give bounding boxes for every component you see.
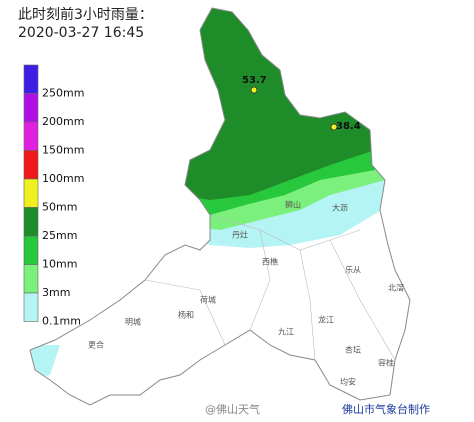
station-dot [330,123,338,131]
legend-swatch [23,121,39,151]
legend-swatch [23,207,39,237]
place-name: 龙江 [318,315,334,325]
place-name: 杨和 [178,310,194,320]
legend-label: 10mm [42,258,77,271]
place-name: 西樵 [262,257,278,267]
map-title: 此时刻前3小时雨量： [18,6,153,23]
station-value: 38.4 [336,121,361,132]
legend-swatch [23,292,39,322]
legend: 250mm 200mm 150mm 100mm 50mm 25mm 10mm 3mm 0.1mm [23,64,84,328]
place-name: 更合 [88,340,104,350]
station-dot [250,86,258,94]
legend-label: 25mm [42,229,77,242]
district-borders [144,214,396,361]
place-name: 狮山 [285,200,301,210]
place-name: 丹灶 [232,230,248,240]
legend-swatch [23,264,39,294]
map-time: 2020-03-27 16:45 [18,25,144,41]
legend-label: 3mm [42,286,70,299]
legend-swatch [23,93,39,123]
credit: 佛山市气象台制作 [342,402,430,416]
legend-label: 0.1mm [42,315,81,328]
place-name: 杏坛 [345,345,361,355]
place-name: 明城 [125,318,141,327]
place-name: 容桂 [378,358,394,368]
legend-label: 250mm [42,87,84,100]
place-name: 荷城 [200,295,216,305]
legend-swatch [23,235,39,265]
legend-label: 100mm [42,172,84,185]
place-name: 均安 [340,377,356,387]
place-name: 乐从 [345,265,361,275]
legend-swatch [23,178,39,208]
place-name: 北滘 [388,284,404,293]
place-name: 大沥 [332,203,348,213]
legend-swatch [23,150,39,180]
legend-label: 150mm [42,144,84,157]
legend-label: 200mm [42,115,84,128]
place-name: 九江 [278,328,294,337]
watermark: @佛山天气 [205,402,260,416]
legend-swatch [23,64,39,94]
station-value: 53.7 [242,75,267,86]
legend-label: 50mm [42,201,77,214]
